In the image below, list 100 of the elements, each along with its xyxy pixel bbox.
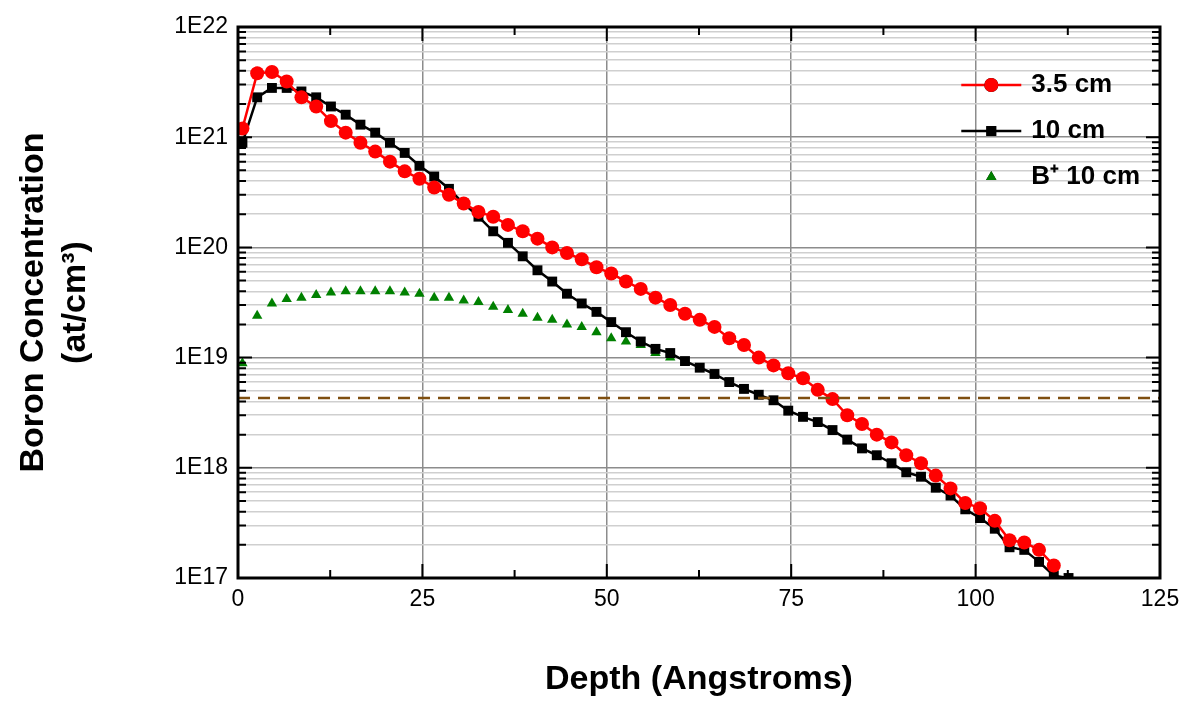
y-tick-label: 1E20	[174, 232, 228, 259]
y-tick-label: 1E22	[174, 12, 228, 39]
point	[500, 217, 515, 232]
point	[633, 281, 648, 296]
point	[796, 371, 810, 386]
point	[1002, 533, 1017, 548]
point	[973, 501, 988, 516]
point	[618, 274, 633, 289]
point	[562, 288, 572, 299]
point	[916, 471, 926, 482]
point	[502, 304, 514, 314]
point	[471, 204, 486, 219]
point	[736, 338, 751, 353]
point	[266, 297, 278, 307]
point	[517, 307, 528, 317]
point	[591, 326, 602, 336]
point	[709, 369, 720, 379]
legend-label: 10 cm	[1031, 114, 1106, 145]
point	[473, 295, 484, 305]
point	[1017, 535, 1032, 550]
y-tick-label: 1E21	[174, 122, 228, 149]
point	[252, 92, 263, 103]
point	[855, 416, 870, 431]
point	[576, 298, 587, 309]
point	[943, 481, 958, 496]
x-tick-label: 100	[956, 585, 995, 612]
point	[842, 434, 853, 445]
point	[279, 74, 294, 89]
point	[810, 382, 825, 397]
point	[355, 119, 366, 130]
point	[384, 285, 396, 295]
point	[488, 300, 499, 310]
y-tick-label: 1E17	[174, 563, 228, 590]
point	[606, 317, 617, 328]
point	[899, 448, 914, 463]
point	[768, 395, 779, 406]
x-tick-label: 50	[594, 585, 620, 612]
point	[648, 290, 663, 305]
point	[532, 265, 543, 276]
point	[707, 319, 722, 334]
point	[340, 285, 351, 295]
point	[399, 147, 410, 158]
point	[309, 99, 324, 114]
point	[385, 137, 395, 148]
point	[781, 366, 796, 381]
point	[547, 313, 558, 323]
point	[414, 287, 425, 297]
point	[869, 427, 884, 442]
point	[429, 171, 440, 182]
point	[930, 482, 941, 493]
point	[296, 291, 307, 301]
point	[576, 320, 587, 330]
point	[694, 362, 705, 373]
point	[840, 408, 855, 423]
point	[427, 180, 442, 195]
point	[1046, 558, 1061, 573]
point	[443, 291, 455, 301]
point	[914, 456, 929, 471]
x-axis-title: Depth (Angstroms)	[545, 657, 853, 696]
point	[532, 311, 543, 321]
point	[621, 327, 631, 338]
point	[798, 411, 808, 422]
point	[503, 237, 513, 248]
point	[517, 251, 528, 262]
point	[429, 291, 440, 301]
point	[338, 125, 353, 140]
point	[264, 65, 279, 80]
point	[886, 458, 897, 469]
point	[368, 144, 383, 159]
point	[958, 495, 973, 510]
point	[412, 171, 427, 186]
legend-label: 3.5 cm	[1031, 68, 1113, 99]
point	[515, 224, 530, 239]
point	[825, 392, 840, 407]
point	[766, 358, 781, 373]
y-tick-label: 1E18	[174, 453, 228, 480]
point	[559, 245, 574, 260]
point	[353, 135, 368, 150]
point	[692, 312, 707, 327]
point	[545, 240, 560, 255]
x-tick-label: 125	[1140, 585, 1180, 612]
point	[827, 425, 838, 436]
point	[606, 332, 617, 342]
point	[812, 417, 823, 428]
point	[987, 513, 1002, 528]
point	[325, 101, 336, 112]
point	[589, 260, 604, 275]
x-tick-label: 0	[231, 585, 245, 612]
point	[591, 306, 602, 317]
point	[751, 350, 766, 365]
point	[1034, 556, 1044, 567]
point	[857, 443, 867, 454]
point	[650, 343, 661, 354]
point	[397, 164, 412, 179]
point	[1032, 542, 1047, 557]
point	[310, 288, 322, 298]
point	[251, 309, 263, 319]
point	[604, 266, 619, 281]
point	[901, 467, 912, 478]
point	[884, 435, 899, 450]
